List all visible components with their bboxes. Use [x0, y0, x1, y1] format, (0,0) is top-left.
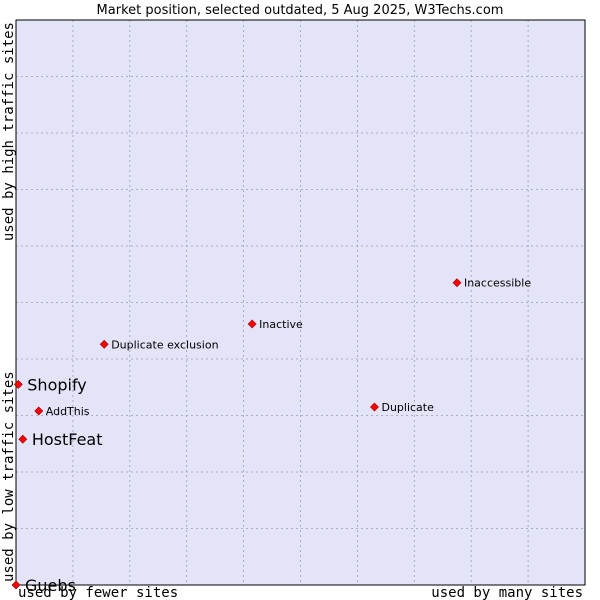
point-marker-shopify	[13, 380, 23, 389]
x-axis-label-right: used by many sites	[431, 585, 583, 600]
point-label-duplicate: Duplicate	[381, 401, 434, 414]
point-label-inactive: Inactive	[259, 318, 303, 331]
point-marker-guebs	[11, 580, 21, 590]
x-axis-label-left: used by fewer sites	[18, 585, 178, 600]
data-points: Inaccessible Inactive Duplicate exclusion S…	[11, 277, 531, 595]
y-axis-label-bottom: used by low traffic sites	[1, 371, 17, 582]
point-label-addthis: AddThis	[46, 405, 90, 418]
point-marker-duplicate	[370, 402, 379, 412]
point-duplicate: Duplicate	[370, 401, 434, 414]
point-inaccessible: Inaccessible	[452, 277, 531, 290]
point-duplicate-exclusion: Duplicate exclusion	[99, 338, 219, 351]
point-marker-hostfeat	[18, 434, 28, 444]
point-label-hostfeat: HostFeat	[32, 430, 103, 449]
point-label-shopify: Shopify	[27, 375, 87, 394]
point-shopify: Shopify	[13, 375, 87, 394]
point-label-guebs: Guebs	[25, 576, 76, 595]
point-marker-inactive	[247, 319, 257, 329]
plot-border	[15, 19, 586, 586]
point-label-duplicate-exclusion: Duplicate exclusion	[111, 338, 218, 351]
point-addthis: AddThis	[34, 405, 90, 418]
grid-lines	[16, 20, 585, 585]
point-inactive: Inactive	[247, 318, 303, 331]
point-marker-duplicate-exclusion	[99, 339, 109, 349]
point-guebs: Guebs	[11, 576, 76, 595]
point-marker-inaccessible	[452, 278, 462, 288]
y-axis-label-top: used by high traffic sites	[1, 22, 17, 241]
point-hostfeat: HostFeat	[18, 430, 103, 449]
point-marker-addthis	[34, 406, 44, 416]
chart-title: Market position, selected outdated, 5 Au…	[97, 3, 504, 18]
point-label-inaccessible: Inaccessible	[464, 277, 531, 290]
